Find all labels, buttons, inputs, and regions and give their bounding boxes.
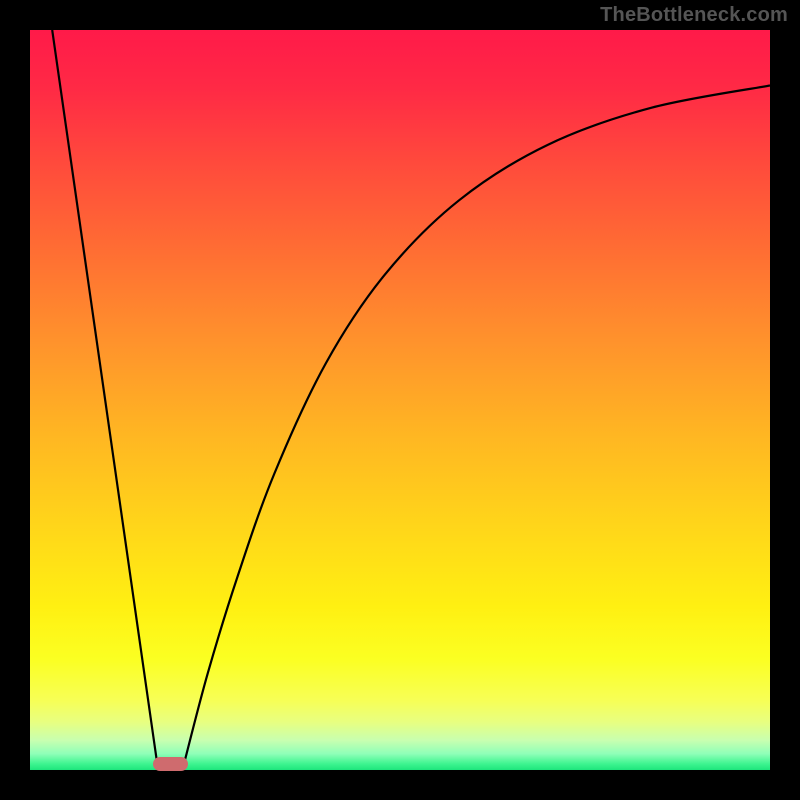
watermark-text: TheBottleneck.com [600, 4, 788, 27]
curve-right [184, 86, 770, 765]
frame-right [770, 30, 800, 770]
frame-bottom [0, 770, 800, 800]
vertex-marker [153, 757, 189, 770]
curve-left [52, 30, 157, 764]
figure-root: TheBottleneck.com [0, 0, 800, 800]
plot-area [30, 30, 770, 770]
frame-left [0, 30, 30, 770]
curve-svg [30, 30, 770, 770]
